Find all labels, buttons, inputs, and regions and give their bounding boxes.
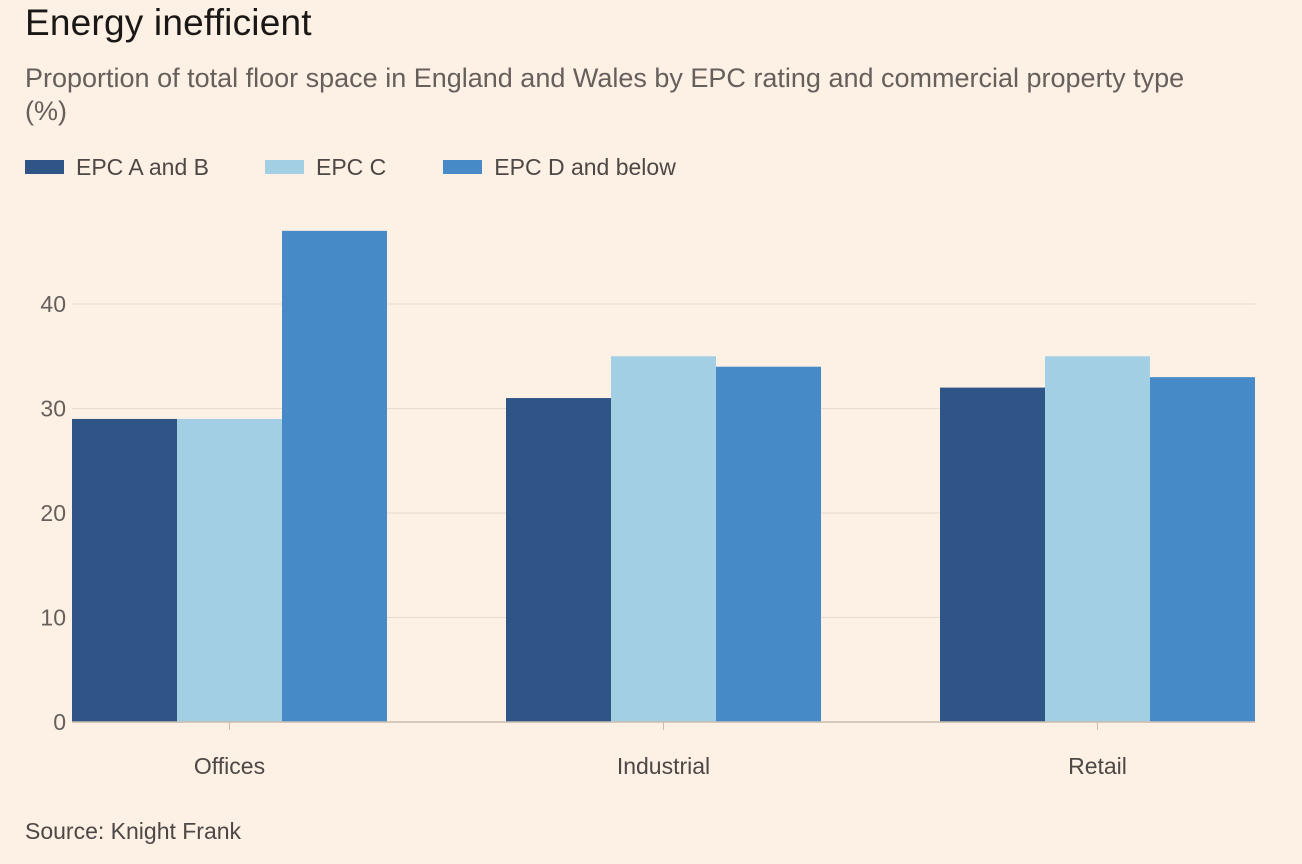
legend-item-epc-d-below: EPC D and below [443, 154, 676, 181]
legend-swatch-epc-d-below [443, 160, 483, 174]
x-category-label: Industrial [617, 753, 710, 779]
bar [716, 366, 821, 722]
bar-chart: 0 10 20 30 40 Offices Industrial Retail [40, 230, 1255, 779]
legend-label-epc-c: EPC C [315, 153, 387, 180]
chart-title: Energy inefficient [25, 2, 312, 43]
chart-subtitle: Proportion of total floor space in Engla… [25, 63, 1185, 126]
bar [940, 387, 1045, 722]
bar [282, 230, 387, 722]
bar [1045, 356, 1150, 722]
bar [611, 356, 716, 722]
y-tick-label: 30 [40, 396, 66, 422]
x-category-label: Offices [194, 753, 265, 779]
bar [177, 418, 282, 722]
legend: EPC A and B EPC C EPC D and below [25, 150, 676, 184]
legend-swatch-epc-a-b [25, 160, 64, 174]
source-note: Source: Knight Frank [25, 818, 242, 844]
bar [1150, 377, 1255, 722]
legend-item-epc-a-b: EPC A and B [25, 154, 209, 181]
legend-item-epc-c: EPC C [264, 153, 387, 181]
bar [72, 418, 177, 722]
y-tick-label: 20 [40, 500, 66, 526]
x-category-label: Retail [1068, 753, 1127, 779]
y-tick-label: 40 [40, 291, 66, 317]
legend-swatch-epc-c [264, 160, 304, 174]
legend-label-epc-d-below: EPC D and below [494, 153, 676, 180]
y-tick-label: 10 [40, 605, 66, 631]
y-tick-label: 0 [53, 709, 66, 735]
bar [506, 398, 611, 722]
legend-label-epc-a-b: EPC A and B [76, 153, 209, 180]
